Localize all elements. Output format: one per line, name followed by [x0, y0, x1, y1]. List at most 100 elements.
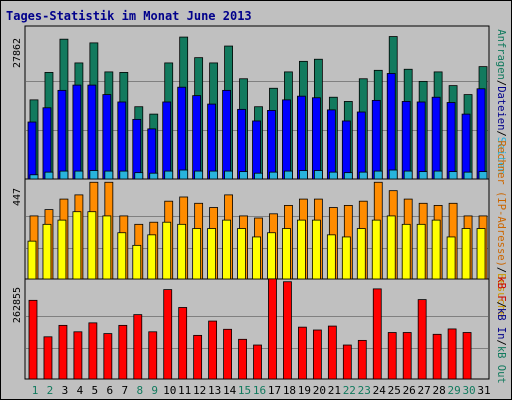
bar-kbf — [28, 299, 38, 380]
bar-kbf — [223, 328, 232, 380]
x-tick-label: 26 — [403, 384, 416, 397]
bar-kbf — [178, 307, 188, 380]
x-tick-label: 6 — [107, 384, 114, 397]
bar-kbf — [417, 299, 427, 380]
bar-seiten — [29, 174, 39, 180]
x-tick-label: 25 — [388, 384, 401, 397]
legend-visits-part: / — [495, 267, 507, 273]
bar-seiten — [254, 172, 263, 180]
x-tick-label: 3 — [62, 384, 69, 397]
bar-dateien — [461, 113, 471, 180]
bar-kbf — [148, 331, 158, 380]
bar-besuche — [72, 211, 82, 280]
x-tick-label: 18 — [283, 384, 296, 397]
x-tick-label: 28 — [433, 384, 446, 397]
x-tick-label: 2 — [47, 384, 54, 397]
bar-dateien — [72, 84, 82, 180]
bar-dateien — [42, 107, 52, 180]
bar-besuche — [267, 232, 276, 280]
x-tick-label: 7 — [121, 384, 128, 397]
bar-dateien — [431, 96, 441, 180]
bar-seiten — [149, 172, 159, 180]
bar-besuche — [386, 215, 396, 280]
bar-besuche — [401, 223, 411, 280]
bar-kbf — [58, 324, 68, 380]
legend-visits: Rechner (IP-Adresse)/Besuche — [495, 140, 507, 317]
bar-besuche — [162, 221, 172, 280]
bar-dateien — [297, 95, 306, 180]
bar-dateien — [416, 101, 426, 180]
bar-besuche — [222, 219, 231, 280]
bar-dateien — [147, 128, 157, 180]
x-tick-label: 24 — [373, 384, 387, 397]
bar-dateien — [476, 88, 486, 180]
x-tick-label: 31 — [477, 384, 490, 397]
bar-dateien — [311, 97, 321, 180]
bar-dateien — [87, 84, 97, 180]
bar-seiten — [179, 169, 189, 180]
legend-requests-part: Anfragen — [495, 29, 507, 80]
bar-besuche — [446, 236, 456, 280]
bar-besuche — [371, 219, 381, 280]
bar-seiten — [224, 170, 233, 180]
bar-besuche — [326, 234, 336, 280]
bar-dateien — [207, 103, 217, 180]
bar-dateien — [117, 101, 127, 180]
legend-requests-part: / — [495, 130, 507, 136]
x-tick-label: 10 — [163, 384, 176, 397]
x-tick-label: 21 — [328, 384, 341, 397]
bar-kbf — [118, 324, 128, 380]
bar-besuche — [311, 219, 321, 280]
bar-besuche — [252, 236, 261, 280]
bar-kbf — [462, 332, 472, 380]
bar-seiten — [104, 170, 114, 180]
bar-dateien — [341, 120, 351, 180]
legend-visits-part: Rechner (IP-Adresse) — [495, 140, 507, 266]
bar-kbf — [327, 325, 337, 380]
bar-besuche — [132, 244, 142, 280]
bar-kbf — [283, 281, 292, 380]
bar-besuche — [476, 228, 486, 280]
bar-seiten — [194, 170, 204, 180]
bar-dateien — [252, 120, 261, 180]
bar-dateien — [132, 118, 142, 180]
bar-seiten — [269, 171, 278, 180]
bar-seiten — [343, 172, 353, 180]
bar-kbf — [372, 288, 382, 380]
x-tick-label: 1 — [32, 384, 39, 397]
bar-seiten — [313, 170, 323, 180]
legend-requests-part: Seiten — [495, 137, 507, 175]
bar-dateien — [267, 110, 276, 180]
bar-kbf — [357, 339, 367, 380]
x-tick-label: 23 — [358, 384, 371, 397]
legend-requests-part: / — [495, 80, 507, 86]
bar-seiten — [59, 170, 69, 180]
bar-kbf — [193, 334, 203, 380]
bar-besuche — [461, 228, 471, 280]
bar-dateien — [177, 86, 187, 180]
bar-besuche — [27, 240, 37, 280]
bar-seiten — [89, 170, 99, 180]
bar-dateien — [326, 109, 336, 180]
bar-kbf — [268, 278, 277, 380]
x-tick-label: 4 — [77, 384, 84, 397]
x-tick-label: 13 — [208, 384, 221, 397]
bar-seiten — [373, 170, 383, 180]
bar-kbf — [312, 329, 322, 380]
bar-besuche — [177, 223, 187, 280]
bar-seiten — [209, 170, 219, 180]
bar-kbf — [163, 289, 173, 380]
bar-besuche — [57, 219, 67, 280]
legend-requests: Anfragen/Dateien/Seiten — [495, 29, 507, 174]
bar-kbf — [88, 322, 98, 380]
x-tick-label: 27 — [418, 384, 431, 397]
bar-dateien — [102, 94, 112, 180]
bar-kbf — [298, 326, 307, 380]
bar-seiten — [239, 171, 248, 180]
x-tick-label: 17 — [268, 384, 281, 397]
bar-besuche — [341, 236, 351, 280]
y-max-label-requests: 27862 — [12, 38, 23, 68]
x-tick-label: 19 — [298, 384, 311, 397]
bar-seiten — [403, 170, 413, 180]
